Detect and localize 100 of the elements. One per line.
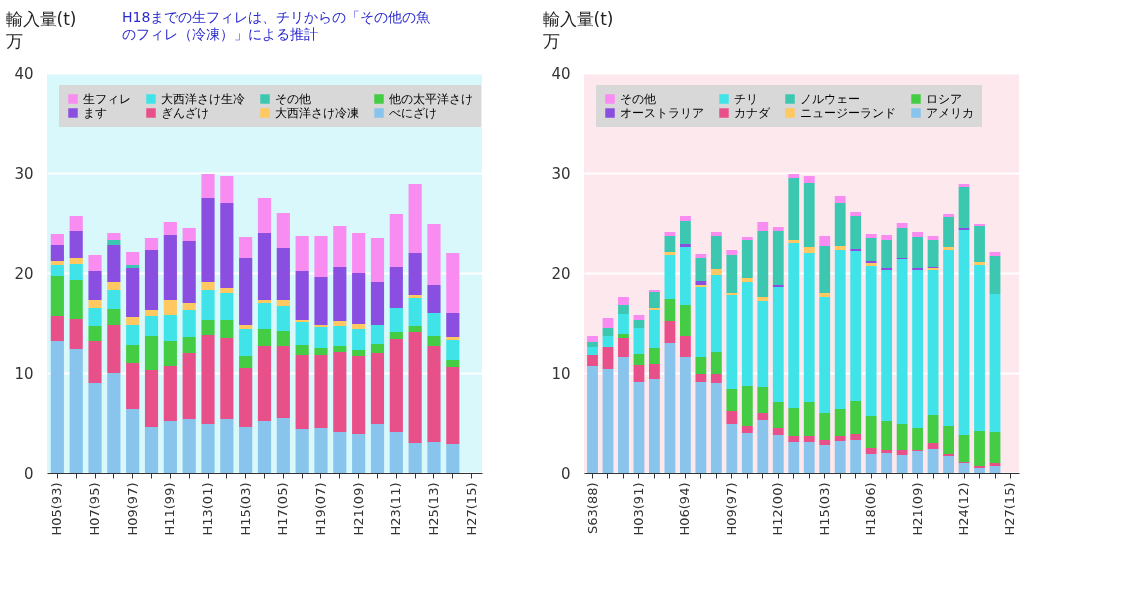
bar bbox=[710, 352, 722, 374]
bar bbox=[633, 365, 645, 382]
bar bbox=[819, 293, 831, 297]
bar bbox=[107, 245, 121, 282]
x-tick-label: S63(88) bbox=[584, 482, 600, 534]
bar bbox=[679, 336, 691, 357]
bar bbox=[943, 250, 954, 426]
bar bbox=[163, 315, 177, 341]
bar bbox=[679, 247, 691, 305]
bar bbox=[649, 348, 660, 364]
bar bbox=[295, 236, 309, 271]
bar bbox=[587, 347, 598, 355]
bar bbox=[182, 310, 196, 337]
y-axis-title: 輸入量(t) 万 bbox=[5, 8, 77, 51]
bar bbox=[633, 354, 645, 365]
bar bbox=[163, 222, 177, 235]
bar bbox=[333, 352, 347, 432]
bar bbox=[788, 240, 800, 243]
bar bbox=[220, 320, 234, 338]
bar bbox=[912, 451, 924, 473]
bar bbox=[333, 321, 347, 326]
bar bbox=[834, 196, 846, 203]
bar bbox=[757, 297, 769, 301]
bar bbox=[618, 297, 629, 305]
bar bbox=[389, 332, 403, 339]
bar bbox=[664, 321, 676, 343]
bar bbox=[427, 313, 441, 336]
bar bbox=[881, 235, 893, 240]
bar bbox=[741, 386, 753, 426]
bar bbox=[314, 348, 328, 355]
bar bbox=[989, 463, 1001, 466]
x-tick-label: H03(91) bbox=[630, 482, 646, 536]
bar bbox=[989, 294, 1001, 432]
bar bbox=[276, 213, 290, 248]
bar bbox=[144, 238, 159, 250]
bar bbox=[788, 174, 800, 178]
bar bbox=[408, 298, 422, 326]
bar bbox=[943, 217, 954, 247]
bar bbox=[757, 301, 769, 387]
bar bbox=[834, 250, 846, 409]
bar bbox=[912, 232, 924, 237]
bar bbox=[695, 374, 707, 382]
bar bbox=[163, 366, 177, 421]
bar bbox=[896, 424, 908, 450]
bar bbox=[958, 230, 970, 435]
bar bbox=[107, 325, 121, 373]
bar bbox=[819, 297, 831, 413]
bar bbox=[370, 353, 385, 424]
bar bbox=[865, 454, 877, 473]
bar bbox=[803, 176, 815, 183]
bar bbox=[989, 256, 1001, 294]
y-axis-title: 輸入量(t) 万 bbox=[542, 8, 614, 51]
bar bbox=[664, 252, 676, 255]
legend-label: べにざけ bbox=[389, 106, 437, 120]
bar bbox=[50, 265, 64, 276]
bar bbox=[912, 428, 924, 450]
bar bbox=[772, 231, 784, 285]
bar bbox=[664, 299, 676, 321]
bar bbox=[163, 421, 177, 473]
bar bbox=[618, 314, 629, 334]
bar bbox=[865, 266, 877, 416]
bar bbox=[989, 466, 1001, 473]
bar bbox=[587, 342, 598, 347]
bar bbox=[352, 273, 366, 324]
bar bbox=[896, 223, 908, 228]
bar bbox=[239, 356, 253, 368]
bar bbox=[741, 426, 753, 433]
legend-label: ロシア bbox=[926, 92, 962, 106]
bar bbox=[695, 357, 707, 374]
bar bbox=[618, 334, 629, 338]
x-tick-label: H15(03) bbox=[816, 482, 832, 536]
bar bbox=[257, 329, 272, 346]
x-tick-label: H12(00) bbox=[770, 482, 786, 536]
bar bbox=[50, 245, 64, 261]
bar bbox=[943, 214, 954, 217]
bar bbox=[741, 278, 753, 282]
bar bbox=[163, 300, 177, 315]
bar bbox=[389, 339, 403, 432]
bar bbox=[958, 463, 970, 473]
bar bbox=[257, 303, 272, 329]
bar bbox=[602, 369, 614, 473]
x-tick-label: H15(03) bbox=[237, 482, 253, 536]
bar bbox=[927, 240, 939, 267]
bar bbox=[69, 319, 83, 349]
y-tick-label: 30 bbox=[551, 164, 571, 183]
bar bbox=[239, 237, 253, 258]
y-tick-label: 0 bbox=[23, 464, 34, 483]
bar bbox=[276, 346, 290, 418]
bar bbox=[881, 240, 893, 268]
bar bbox=[144, 250, 159, 310]
bar bbox=[69, 216, 83, 231]
bar bbox=[772, 435, 784, 473]
bar bbox=[958, 187, 970, 228]
bar bbox=[314, 236, 328, 277]
bar bbox=[633, 382, 645, 473]
legend-label: ます bbox=[83, 106, 107, 120]
bar bbox=[126, 252, 140, 265]
bar bbox=[126, 265, 140, 268]
bar bbox=[803, 442, 815, 473]
bar bbox=[850, 440, 862, 473]
